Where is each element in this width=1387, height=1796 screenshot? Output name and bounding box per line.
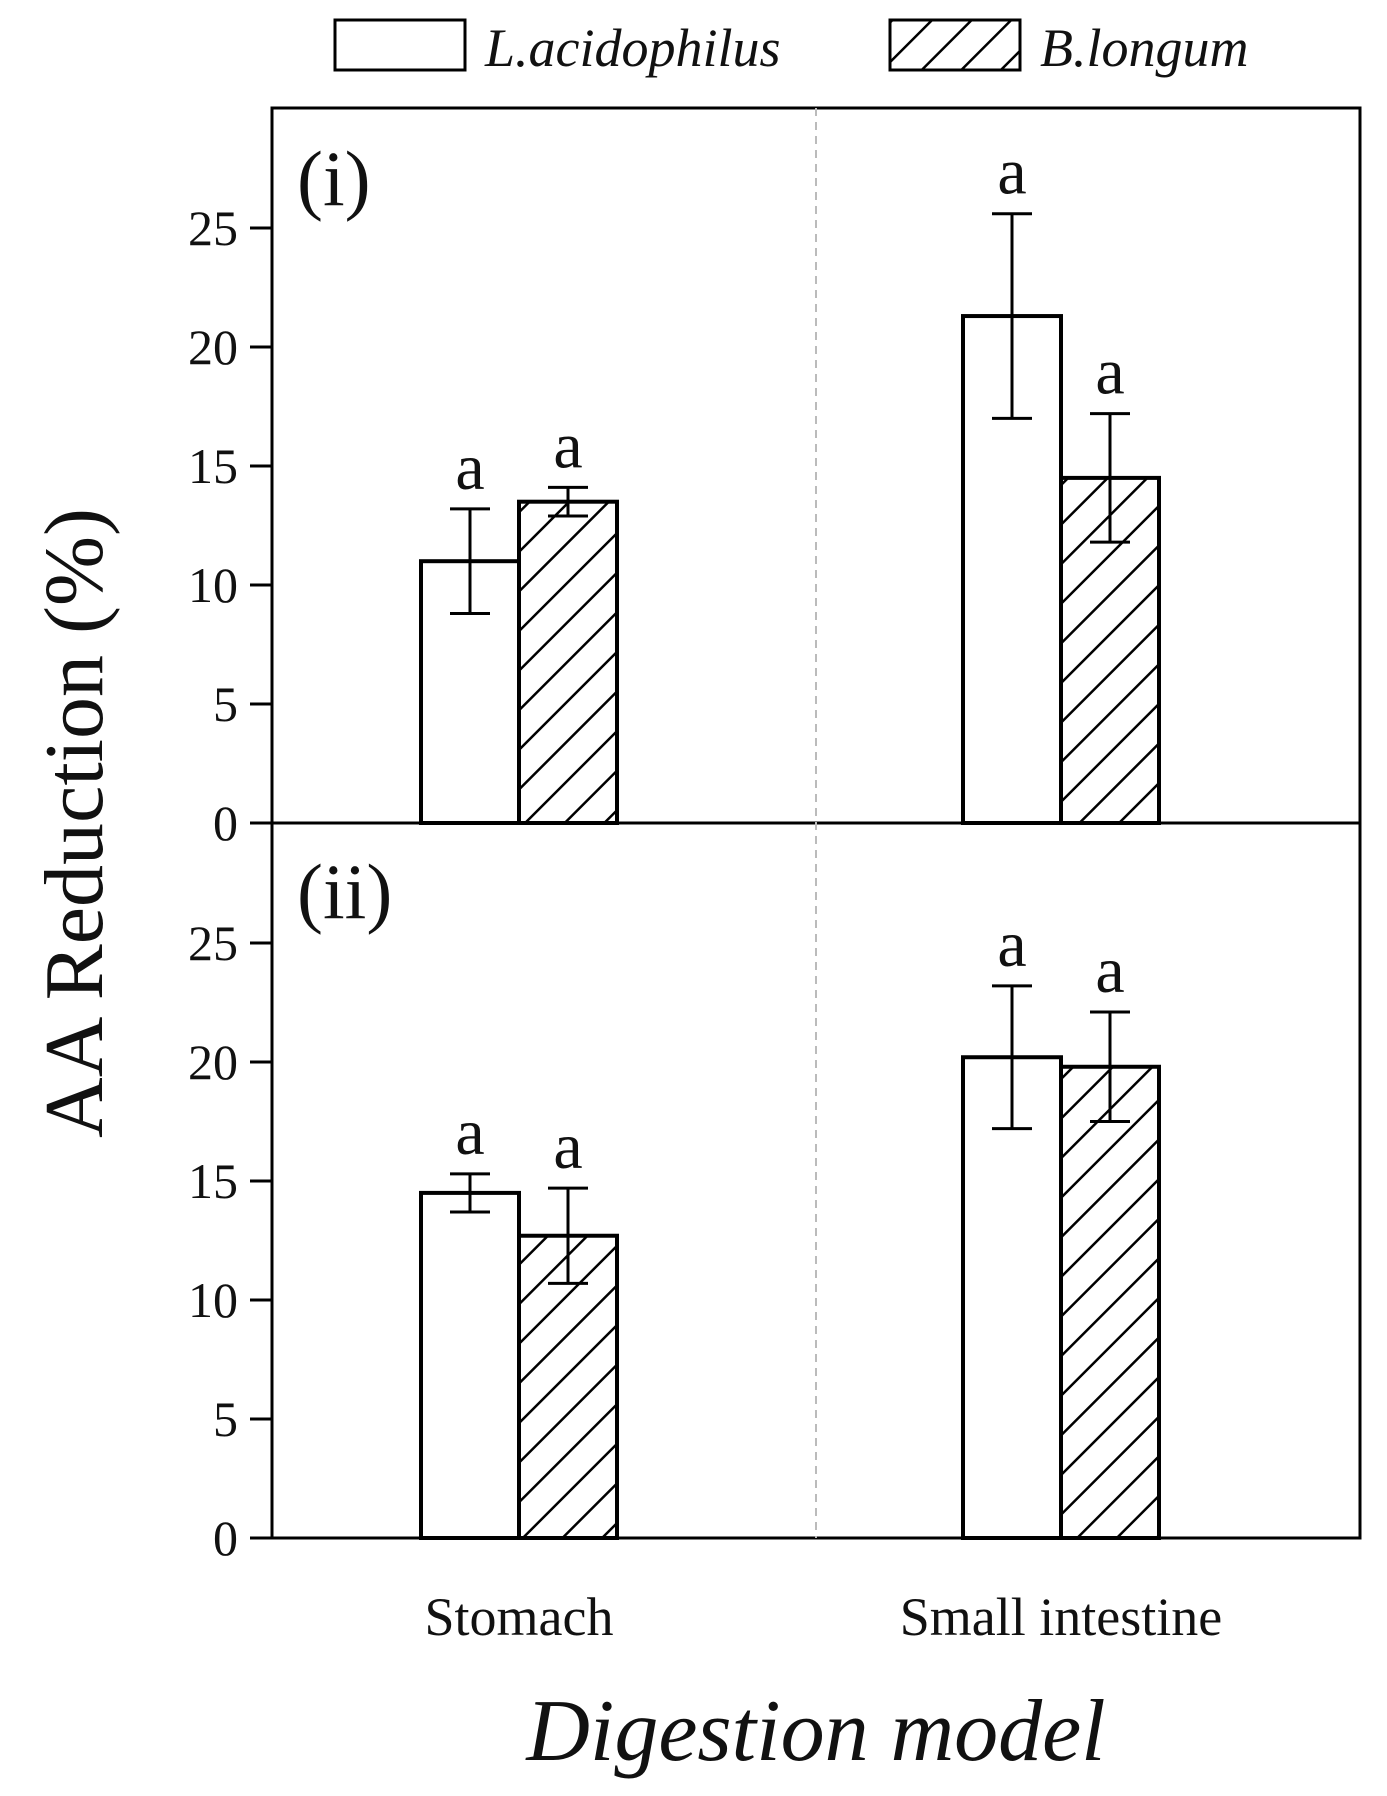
y-tick-label: 5 — [213, 1391, 238, 1447]
significance-letter: a — [455, 1096, 484, 1169]
y-tick-label: 10 — [188, 1272, 238, 1328]
y-tick-label: 10 — [188, 557, 238, 613]
significance-letter: a — [1095, 934, 1124, 1007]
x-axis-title: Digestion model — [525, 1683, 1105, 1780]
significance-letter: a — [997, 908, 1026, 981]
y-tick-label: 0 — [213, 795, 238, 851]
panel-label-i: (i) — [297, 135, 371, 222]
y-tick-label: 15 — [188, 438, 238, 494]
y-axis-title: AA Reduction (%) — [28, 508, 121, 1138]
legend-label-b-longum: B.longum — [1040, 18, 1249, 78]
significance-letter: a — [997, 136, 1026, 209]
panel-label-ii: (ii) — [297, 848, 392, 935]
significance-letter: a — [1095, 336, 1124, 409]
x-category-label-small-intestine: Small intestine — [900, 1587, 1222, 1647]
y-tick-label: 20 — [188, 319, 238, 375]
y-tick-label: 15 — [188, 1153, 238, 1209]
bar-b-longum — [517, 499, 619, 825]
bar-l-acidophilus — [419, 1190, 521, 1541]
bar-b-longum — [1059, 1064, 1161, 1540]
legend-label-l-acidophilus: L.acidophilus — [484, 18, 781, 78]
y-tick-label: 5 — [213, 676, 238, 732]
x-category-label-stomach: Stomach — [425, 1587, 614, 1647]
y-tick-label: 25 — [188, 200, 238, 256]
significance-letter: a — [553, 409, 582, 482]
bar-b-longum — [1059, 475, 1161, 825]
legend-swatch-b-longum — [888, 18, 1022, 72]
bar-b-longum — [517, 1233, 619, 1540]
y-axis-panel-i: 0 5 10 15 20 25 — [188, 200, 272, 851]
y-tick-label: 0 — [213, 1510, 238, 1566]
significance-letter: a — [553, 1110, 582, 1183]
significance-letter: a — [455, 431, 484, 504]
legend: L.acidophilus B.longum — [333, 18, 1249, 78]
y-tick-label: 20 — [188, 1034, 238, 1090]
y-axis-panel-ii: 0 5 10 15 20 25 — [188, 915, 272, 1566]
y-tick-label: 25 — [188, 915, 238, 971]
legend-swatch-l-acidophilus — [333, 18, 467, 72]
